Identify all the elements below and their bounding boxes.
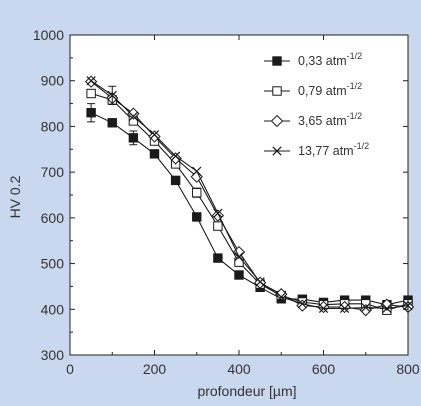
series-1-point <box>171 176 179 184</box>
legend-marker <box>273 87 281 95</box>
x-tick-label: 800 <box>396 361 420 377</box>
x-axis-title: profondeur [µm] <box>197 383 296 399</box>
series-1-point <box>235 271 243 279</box>
series-2-point <box>87 89 95 97</box>
x-tick-label: 0 <box>66 361 74 377</box>
y-tick-label: 1000 <box>33 27 64 43</box>
series-1-point <box>108 119 116 127</box>
y-tick-label: 800 <box>41 118 65 134</box>
x-tick-label: 600 <box>312 361 336 377</box>
y-tick-label: 900 <box>41 73 65 89</box>
y-tick-label: 700 <box>41 164 65 180</box>
y-axis-title: HV 0.2 <box>7 175 23 218</box>
y-tick-label: 500 <box>41 256 65 272</box>
series-1-point <box>214 254 222 262</box>
y-tick-label: 600 <box>41 210 65 226</box>
series-1-point <box>129 134 137 142</box>
x-tick-label: 400 <box>227 361 251 377</box>
x-tick-label: 200 <box>143 361 167 377</box>
series-1-point <box>150 150 158 158</box>
y-tick-label: 400 <box>41 301 65 317</box>
y-tick-label: 300 <box>41 347 65 363</box>
series-1-point <box>87 109 95 117</box>
series-2-point <box>214 222 222 230</box>
series-1-point <box>193 213 201 221</box>
series-2-point <box>193 189 201 197</box>
legend-marker <box>273 57 281 65</box>
